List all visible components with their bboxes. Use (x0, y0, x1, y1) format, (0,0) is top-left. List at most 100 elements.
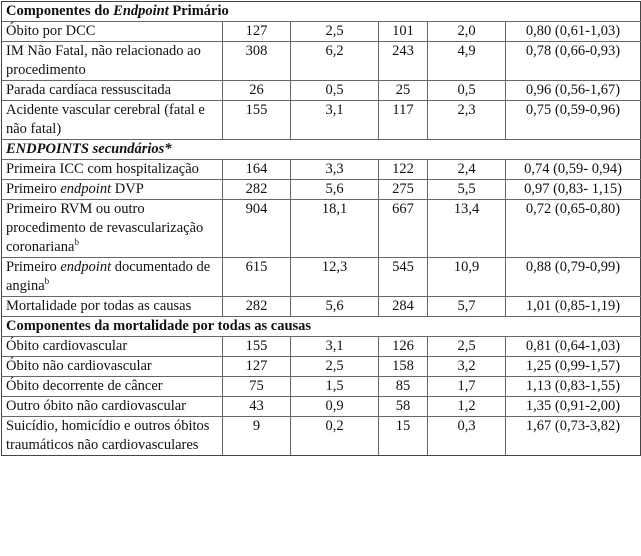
table-cell: 127 (222, 21, 291, 42)
table-cell: 1,25 (0,99-1,57) (504, 356, 641, 377)
table-cell: 3,2 (427, 356, 506, 377)
text-fragment: Outro óbito não cardiovascular (6, 398, 186, 414)
table-cell: 308 (222, 41, 291, 81)
section-title: ENDPOINTS secundários* (0, 139, 641, 160)
row-label: Parada cardíaca ressuscitada (1, 80, 223, 101)
table-cell: 25 (378, 80, 428, 101)
text-fragment: Componentes do (6, 3, 114, 19)
table-cell: 2,0 (427, 21, 506, 42)
table-cell: 5,6 (290, 179, 379, 200)
row-label: Primeiro endpoint documentado de anginab (1, 257, 223, 297)
text-fragment: Componentes da mortalidade por todas as … (6, 318, 312, 334)
text-fragment: secundários* (88, 141, 172, 157)
table-row: Primeira ICC com hospitalização 164 3,3 122… (1, 159, 641, 180)
results-table: Componentes do Endpoint Primário Óbito po… (0, 1, 641, 456)
table-cell: 12,3 (290, 257, 379, 297)
table-cell: 0,74 (0,59- 0,94) (504, 159, 641, 180)
table-cell: 101 (378, 21, 428, 42)
text-fragment: Óbito cardiovascular (6, 338, 128, 354)
table-cell: 0,2 (290, 416, 379, 456)
table-cell: 2,4 (427, 159, 506, 180)
row-label: Acidente vascular cerebral (fatal e não … (1, 100, 223, 140)
row-label: Suicídio, homicídio e outros óbitos trau… (1, 416, 223, 456)
section-header-row: Componentes do Endpoint Primário (0, 1, 641, 22)
table-cell: 43 (222, 396, 291, 417)
section-title: Componentes da mortalidade por todas as … (0, 316, 641, 337)
row-label: Primeiro RVM ou outro procedimento de re… (1, 199, 223, 258)
table-cell: 0,5 (427, 80, 506, 101)
row-label: Óbito cardiovascular (1, 336, 223, 357)
table-cell: 3,3 (290, 159, 379, 180)
text-fragment: Óbito decorrente de câncer (6, 378, 163, 394)
table-cell: 13,4 (427, 199, 506, 258)
table-cell: 9 (222, 416, 291, 456)
row-label: Óbito por DCC (1, 21, 223, 42)
table-cell: 0,78 (0,66-0,93) (504, 41, 641, 81)
text-fragment: Mortalidade por todas as causas (6, 298, 192, 314)
table-cell: 155 (222, 336, 291, 357)
table-row: Outro óbito não cardiovascular 43 0,9 58 1,2… (1, 396, 641, 417)
table-row: Acidente vascular cerebral (fatal e não … (1, 100, 641, 140)
table-cell: 15 (378, 416, 428, 456)
row-label: Primeira ICC com hospitalização (1, 159, 223, 180)
table-cell: 0,80 (0,61-1,03) (504, 21, 641, 42)
text-fragment: Parada cardíaca ressuscitada (6, 82, 172, 98)
footnote-marker: b (44, 276, 50, 287)
text-fragment: Óbito não cardiovascular (6, 358, 152, 374)
table-cell: 1,2 (427, 396, 506, 417)
section-header-row: Componentes da mortalidade por todas as … (0, 316, 641, 337)
table-row: Óbito cardiovascular 155 3,1 126 2,5 0,81 (0,… (1, 336, 641, 357)
text-fragment: endpoint (60, 259, 112, 275)
row-label: Outro óbito não cardiovascular (1, 396, 223, 417)
text-fragment: Primeiro (6, 259, 61, 275)
table-cell: 122 (378, 159, 428, 180)
table-cell: 667 (378, 199, 428, 258)
table-cell: 0,72 (0,65-0,80) (504, 199, 641, 258)
table-cell: 58 (378, 396, 428, 417)
table-cell: 3,1 (290, 100, 379, 140)
table-cell: 2,5 (290, 356, 379, 377)
row-label: Óbito não cardiovascular (1, 356, 223, 377)
table-cell: 5,6 (290, 296, 379, 317)
table-cell: 2,5 (290, 21, 379, 42)
table-cell: 0,96 (0,56-1,67) (504, 80, 641, 101)
text-fragment: endpoint (60, 181, 112, 197)
table-cell: 904 (222, 199, 291, 258)
table-row: Óbito por DCC 127 2,5 101 2,0 0,80 (0,61-1,03… (1, 21, 641, 42)
table-cell: 2,5 (427, 336, 506, 357)
table-cell: 3,1 (290, 336, 379, 357)
table-cell: 5,7 (427, 296, 506, 317)
table-row: Mortalidade por todas as causas 282 5,6 284… (1, 296, 641, 317)
table-cell: 127 (222, 356, 291, 377)
text-fragment: Primeira ICC com hospitalização (6, 161, 199, 177)
table-row: Primeiro RVM ou outro procedimento de re… (1, 199, 641, 258)
table-cell: 282 (222, 179, 291, 200)
text-fragment: Acidente vascular cerebral (fatal e não … (6, 102, 205, 137)
text-fragment: Primeiro (6, 181, 61, 197)
table-cell: 5,5 (427, 179, 506, 200)
table-row: Óbito decorrente de câncer 75 1,5 85 1,7 1,13… (1, 376, 641, 397)
table-cell: 0,9 (290, 396, 379, 417)
table-cell: 75 (222, 376, 291, 397)
text-fragment: IM Não Fatal, não relacionado ao procedi… (6, 43, 201, 78)
table-cell: 1,67 (0,73-3,82) (504, 416, 641, 456)
table-row: Suicídio, homicídio e outros óbitos trau… (1, 416, 641, 456)
table-row: Óbito não cardiovascular 127 2,5 158 3,2 1,25… (1, 356, 641, 377)
table-cell: 6,2 (290, 41, 379, 81)
table-cell: 0,81 (0,64-1,03) (504, 336, 641, 357)
table-cell: 117 (378, 100, 428, 140)
text-fragment: documentado de angina (6, 259, 211, 294)
text-fragment: DVP (111, 181, 144, 197)
table-cell: 158 (378, 356, 428, 377)
table-cell: 545 (378, 257, 428, 297)
table-cell: 0,3 (427, 416, 506, 456)
table-cell: 0,75 (0,59-0,96) (504, 100, 641, 140)
text-fragment: Suicídio, homicídio e outros óbitos trau… (6, 418, 210, 453)
table-cell: 282 (222, 296, 291, 317)
table-cell: 2,3 (427, 100, 506, 140)
table-cell: 0,88 (0,79-0,99) (504, 257, 641, 297)
table-cell: 164 (222, 159, 291, 180)
text-fragment: ENDPOINTS (6, 141, 89, 157)
row-label: Mortalidade por todas as causas (1, 296, 223, 317)
table-cell: 18,1 (290, 199, 379, 258)
